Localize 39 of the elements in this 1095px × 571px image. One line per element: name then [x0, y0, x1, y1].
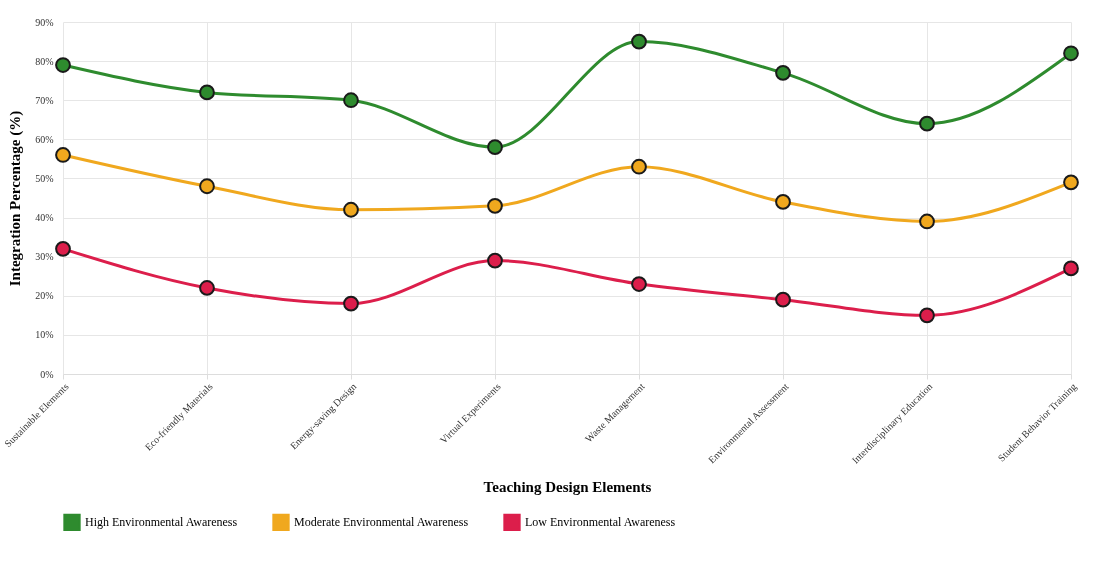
point	[487, 197, 503, 214]
point	[487, 139, 503, 156]
point	[631, 276, 647, 292]
point	[631, 158, 647, 175]
point	[775, 64, 791, 81]
y-axis-title: Integration Percentage (%)	[7, 110, 25, 287]
legend-label: Low Environmental Awareness	[525, 515, 676, 530]
y-tick-label: 90%	[35, 16, 54, 28]
y-tick-label: 30%	[35, 251, 54, 263]
point	[199, 280, 215, 296]
y-tick-label: 80%	[35, 55, 54, 67]
point	[199, 84, 215, 101]
x-axis-title: Teaching Design Elements	[483, 478, 652, 495]
y-tick-label: 40%	[35, 212, 54, 224]
y-tick-label: 0%	[40, 368, 54, 380]
point	[1063, 260, 1079, 277]
point	[55, 147, 71, 163]
point	[919, 213, 935, 230]
point	[55, 57, 71, 73]
point	[343, 295, 359, 312]
point	[631, 33, 647, 50]
point	[1063, 45, 1079, 62]
y-tick-label: 20%	[35, 290, 54, 302]
point	[199, 178, 215, 195]
y-tick-label: 50%	[35, 172, 54, 184]
point	[775, 194, 791, 210]
point	[919, 307, 935, 324]
y-tick-label: 60%	[35, 133, 54, 145]
legend-label: Moderate Environmental Awareness	[294, 515, 469, 530]
point	[55, 240, 71, 257]
point	[343, 201, 359, 218]
y-tick-label: 10%	[35, 329, 54, 341]
y-tick-label: 70%	[35, 94, 54, 106]
legend-label: High Environmental Awareness	[85, 515, 238, 530]
point	[487, 252, 503, 269]
point	[1063, 174, 1079, 191]
point	[343, 92, 359, 109]
point	[919, 115, 935, 132]
point	[775, 291, 791, 308]
